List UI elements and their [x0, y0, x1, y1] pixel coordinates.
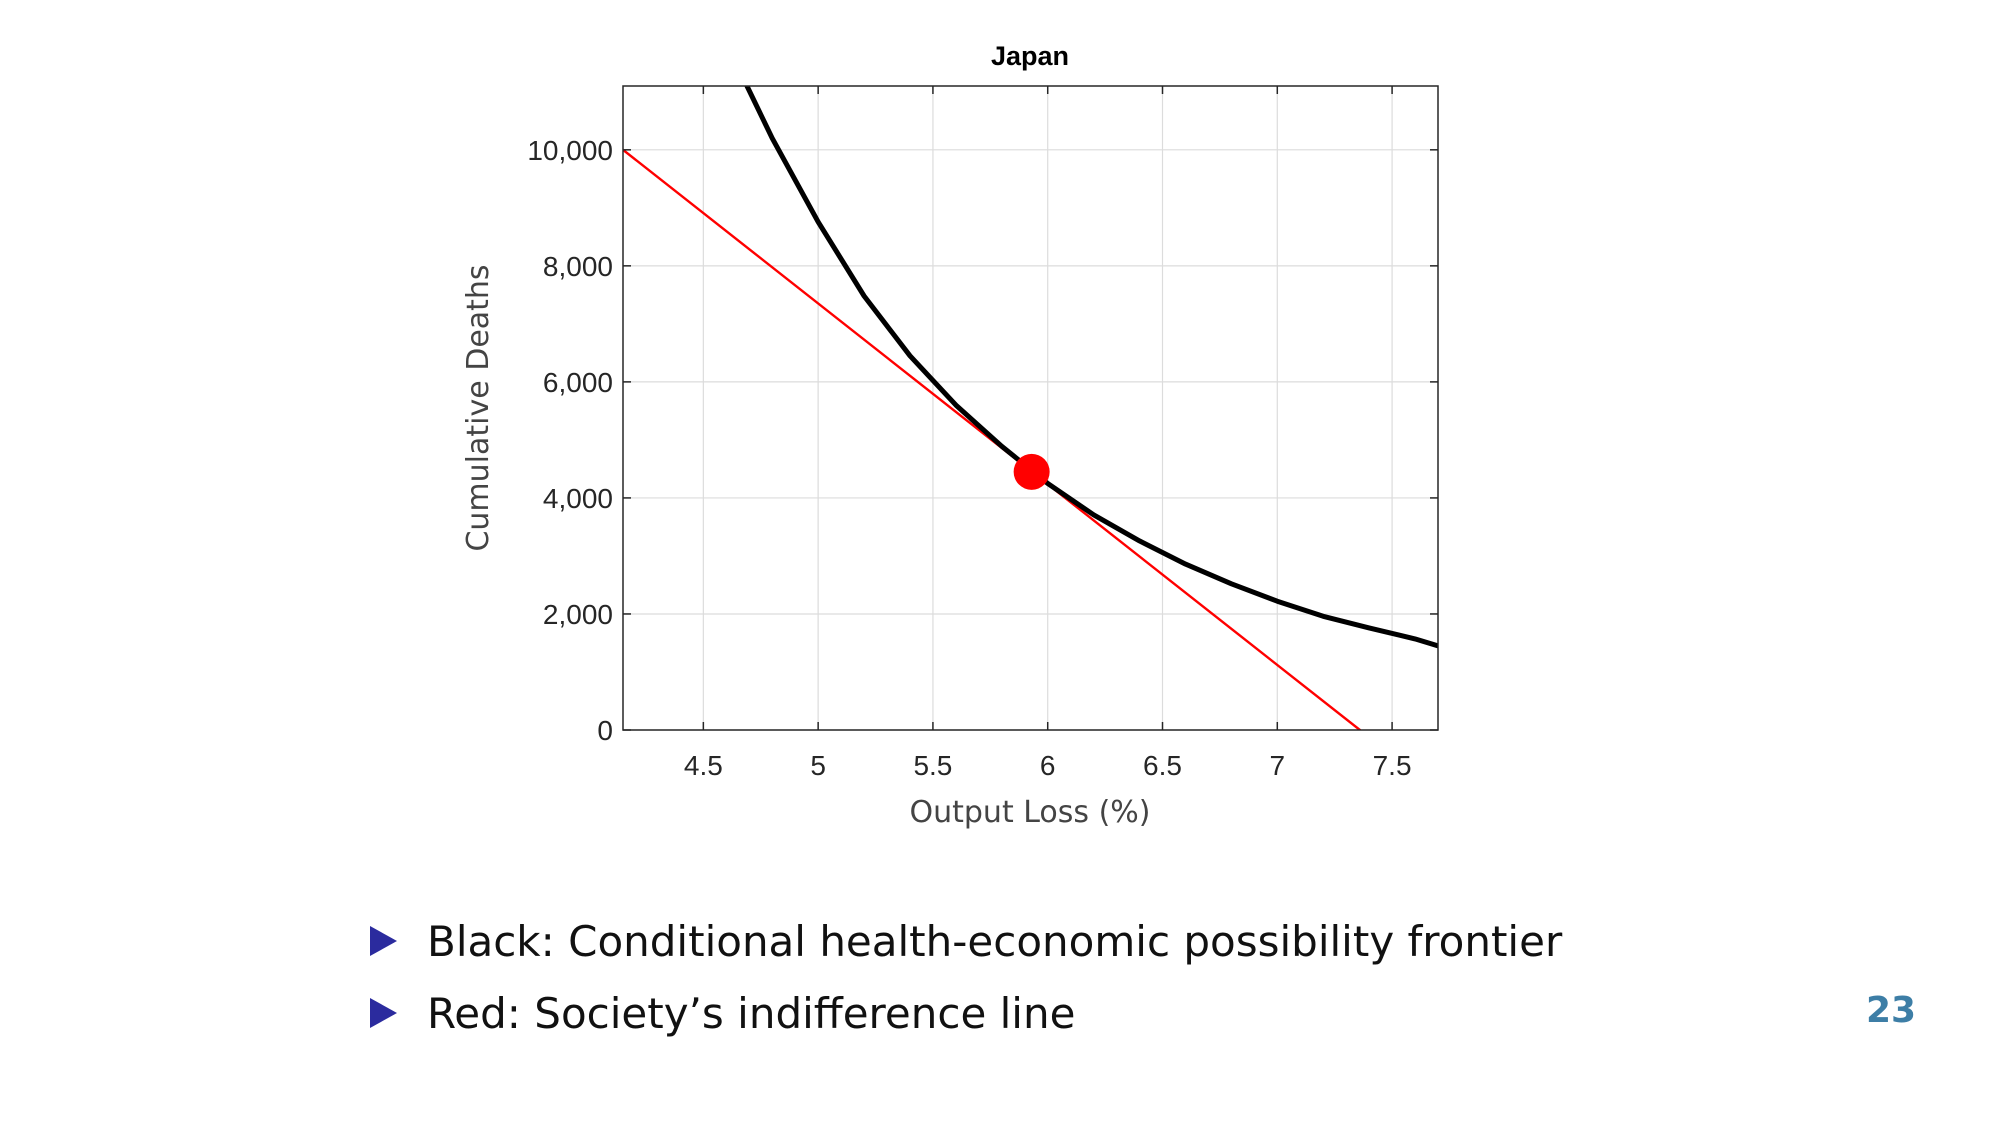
y-tick-label: 2,000 — [543, 599, 613, 630]
bullet-text: Black: Conditional health-economic possi… — [427, 916, 1563, 966]
x-tick-label: 5 — [810, 750, 826, 781]
x-tick-label: 6.5 — [1143, 750, 1182, 781]
triangle-bullet-icon — [370, 998, 397, 1028]
x-tick-label: 5.5 — [913, 750, 952, 781]
y-tick-label: 6,000 — [543, 367, 613, 398]
x-tick-label: 4.5 — [684, 750, 723, 781]
bullet-item-black: Black: Conditional health-economic possi… — [370, 905, 1562, 977]
triangle-bullet-icon — [370, 926, 397, 956]
axis-ticks: 4.5 5 5.5 6 6.5 7 7.5 0 2,000 4,000 6,000 8,000 10,0… — [527, 86, 1438, 781]
x-tick-label: 7 — [1270, 750, 1286, 781]
x-axis-label: Output Loss (%) — [910, 795, 1151, 830]
y-tick-label: 4,000 — [543, 483, 613, 514]
chart-title: Japan — [991, 41, 1069, 71]
bullet-item-red: Red: Society’s indifference line — [370, 977, 1562, 1049]
frontier-series-line — [744, 86, 1438, 649]
plot-frame — [622, 85, 1439, 731]
grid — [623, 86, 1438, 731]
y-tick-label: 10,000 — [527, 135, 613, 166]
plot-points — [1013, 453, 1050, 490]
y-tick-label: 8,000 — [543, 251, 613, 282]
bullet-list: Black: Conditional health-economic possi… — [370, 905, 1562, 1049]
page-number: 23 — [1866, 990, 1917, 1031]
y-tick-label: 0 — [597, 715, 613, 746]
x-tick-label: 6 — [1040, 750, 1056, 781]
bullet-text: Red: Society’s indifference line — [427, 988, 1076, 1038]
optimum-point — [1013, 453, 1050, 490]
y-axis-label: Cumulative Deaths — [461, 264, 496, 551]
plot-series — [623, 86, 1438, 730]
x-tick-label: 7.5 — [1373, 750, 1412, 781]
